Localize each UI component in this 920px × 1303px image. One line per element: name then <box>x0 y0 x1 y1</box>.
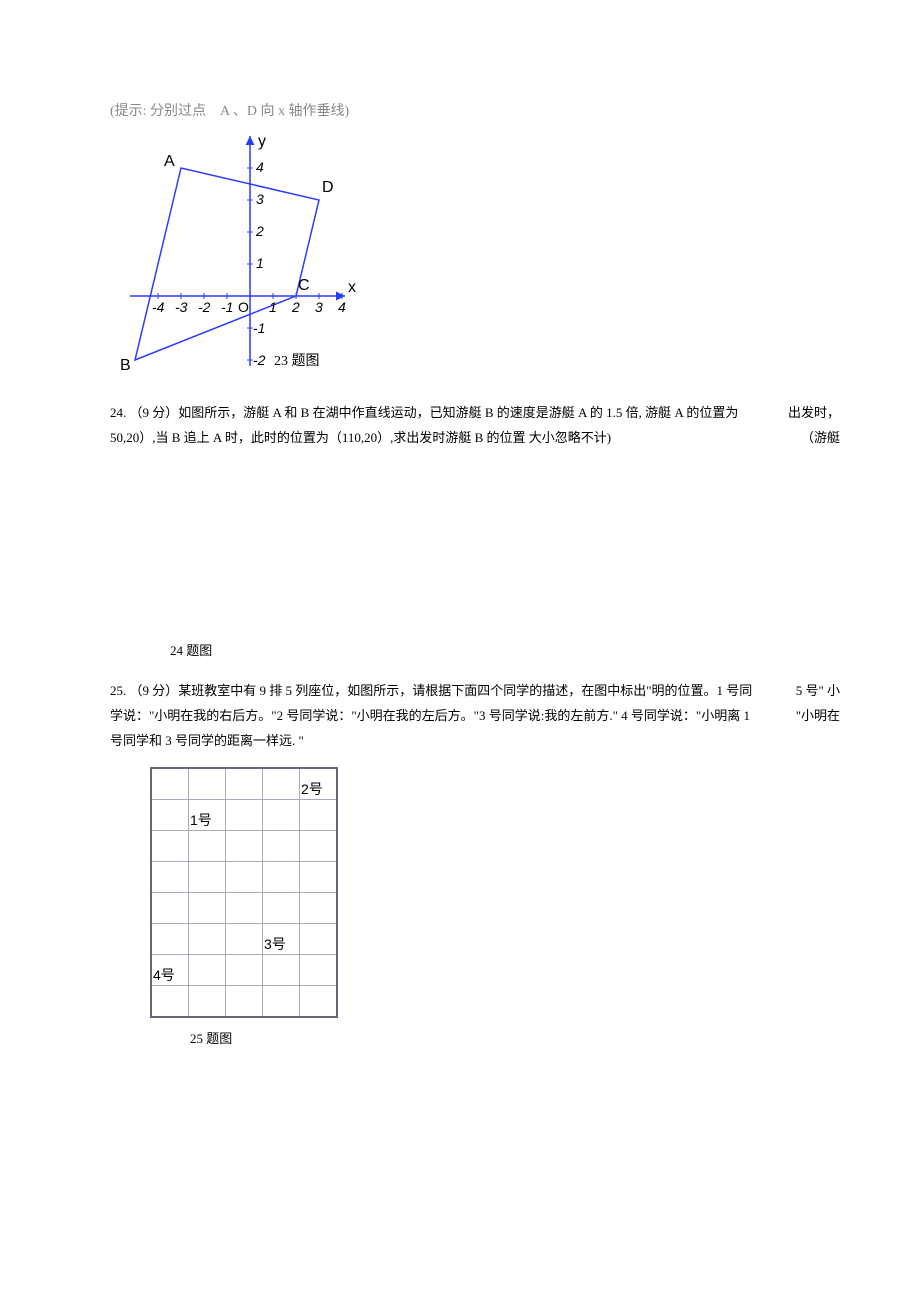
svg-text:-1: -1 <box>221 299 233 315</box>
svg-text:C: C <box>298 277 310 294</box>
svg-text:-2: -2 <box>253 352 266 368</box>
figure-23-caption: 23 题图 <box>274 354 320 369</box>
figure-23: -4 -3 -2 -1 1 2 3 4 4 3 2 1 -1 -2 y x O <box>120 126 840 381</box>
svg-text:-3: -3 <box>175 299 188 315</box>
svg-text:1: 1 <box>269 299 277 315</box>
figure-25: 2号 1号 3号 4号 25 题图 <box>150 767 840 1047</box>
svg-text:3: 3 <box>256 191 264 207</box>
problem-25: 5 号" 小 "小明在 25. （9 分）某班教室中有 9 排 5 列座位，如图… <box>110 679 840 753</box>
svg-text:2: 2 <box>255 223 264 239</box>
svg-text:B: B <box>120 357 131 374</box>
svg-text:2: 2 <box>291 299 300 315</box>
p25-text: （9 分）某班教室中有 9 排 5 列座位，如图所示，请根据下面四个同学的描述，… <box>110 683 752 747</box>
seating-grid: 2号 1号 3号 4号 <box>150 767 338 1018</box>
figure-25-caption: 25 题图 <box>190 1028 840 1047</box>
p25-right1: 5 号" 小 <box>796 683 840 698</box>
svg-text:-2: -2 <box>198 299 211 315</box>
p24-right1: 出发时， <box>788 405 840 420</box>
svg-text:y: y <box>258 133 266 150</box>
svg-text:4: 4 <box>338 299 346 315</box>
svg-text:D: D <box>322 179 334 196</box>
hint-text: (提示: 分别过点 A 、D 向 x 轴作垂线) <box>110 100 840 120</box>
p24-text: （9 分）如图所示，游艇 A 和 B 在湖中作直线运动，已知游艇 B 的速度是游… <box>110 405 738 445</box>
p25-number: 25. <box>110 683 126 698</box>
svg-text:3: 3 <box>315 299 323 315</box>
seat-1: 1号 <box>189 800 226 831</box>
svg-text:A: A <box>164 153 175 170</box>
p24-right2: （游艇 <box>801 430 840 445</box>
figure-24-caption: 24 题图 <box>170 640 840 659</box>
p24-number: 24. <box>110 405 126 420</box>
seat-4: 4号 <box>151 955 189 986</box>
seat-3: 3号 <box>263 924 300 955</box>
seat-2: 2号 <box>300 768 338 800</box>
svg-text:-1: -1 <box>253 320 265 336</box>
svg-text:-4: -4 <box>152 299 165 315</box>
figure-23-svg: -4 -3 -2 -1 1 2 3 4 4 3 2 1 -1 -2 y x O <box>120 126 360 376</box>
svg-text:x: x <box>348 279 356 296</box>
svg-text:4: 4 <box>256 159 264 175</box>
problem-24: 出发时， （游艇 24. （9 分）如图所示，游艇 A 和 B 在湖中作直线运动… <box>110 401 840 450</box>
p25-right2: "小明在 <box>796 708 840 723</box>
svg-text:1: 1 <box>256 255 264 271</box>
svg-text:O: O <box>238 299 249 315</box>
